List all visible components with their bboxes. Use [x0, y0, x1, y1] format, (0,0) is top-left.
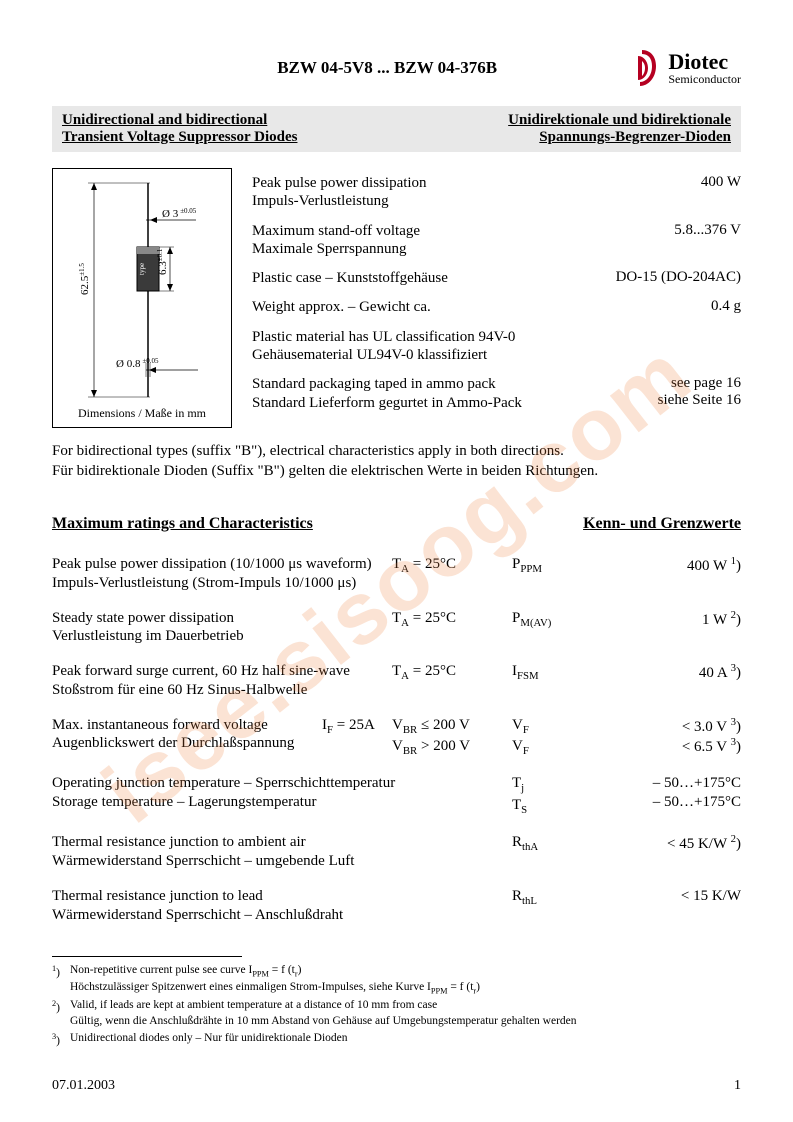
spec-row: Plastic material has UL classification 9…	[252, 328, 741, 365]
dimension-caption: Dimensions / Maße in mm	[78, 406, 206, 421]
rating-row-vf: Max. instantaneous forward voltageAugenb…	[52, 716, 741, 759]
spec-row: Standard packaging taped in ammo packSta…	[252, 375, 741, 412]
spec-row: Peak pulse power dissipationImpuls-Verlu…	[252, 174, 741, 211]
logo: Diotec Semiconductor	[632, 48, 741, 88]
rating-row-pav: Steady state power dissipationVerlustlei…	[52, 609, 741, 647]
footer-page: 1	[734, 1078, 741, 1094]
bidi-note: For bidirectional types (suffix "B"), el…	[52, 442, 741, 481]
subtitle-band: Unidirectional and bidirectional Transie…	[52, 106, 741, 152]
spec-list: Peak pulse power dissipationImpuls-Verlu…	[252, 168, 741, 428]
svg-text:Ø 0.8±0.05: Ø 0.8±0.05	[116, 357, 159, 370]
dimension-drawing: type 62.5±1.5 6.3±0.1 Ø 3±0.05 Ø 0.8	[52, 168, 232, 428]
logo-sub-text: Semiconductor	[668, 73, 741, 85]
footer-date: 07.01.2003	[52, 1078, 115, 1094]
header: BZW 04-5V8 ... BZW 04-376B Diotec Semico…	[52, 48, 741, 88]
rating-row-rthl: Thermal resistance junction to leadWärme…	[52, 887, 741, 925]
svg-text:Ø 3±0.05: Ø 3±0.05	[162, 207, 197, 220]
rating-row-rtha: Thermal resistance junction to ambient a…	[52, 833, 741, 871]
package-drawing-svg: type 62.5±1.5 6.3±0.1 Ø 3±0.05 Ø 0.8	[58, 175, 226, 405]
ratings-header: Maximum ratings and Characteristics Kenn…	[52, 515, 741, 533]
footnote-body: 1) Non-repetitive current pulse see curv…	[52, 963, 732, 1049]
ratings-table: Peak pulse power dissipation (10/1000 μs…	[52, 555, 741, 924]
footer: 07.01.2003 1	[52, 1078, 741, 1094]
logo-icon	[632, 48, 664, 88]
spec-row: Plastic case – Kunststoffgehäuse DO-15 (…	[252, 269, 741, 287]
svg-text:type: type	[138, 263, 146, 275]
spec-row: Weight approx. – Gewicht ca. 0.4 g	[252, 298, 741, 316]
specs-block: type 62.5±1.5 6.3±0.1 Ø 3±0.05 Ø 0.8	[52, 168, 741, 428]
svg-text:6.3±0.1: 6.3±0.1	[156, 248, 169, 275]
logo-main-text: Diotec	[668, 51, 741, 73]
spec-row: Maximum stand-off voltageMaximale Sperrs…	[252, 222, 741, 259]
subtitle-left: Unidirectional and bidirectional Transie…	[62, 112, 297, 146]
rating-row-temp: Operating junction temperature – Sperrsc…	[52, 774, 741, 817]
rating-row-ifsm: Peak forward surge current, 60 Hz half s…	[52, 662, 741, 700]
footnotes	[52, 956, 242, 963]
subtitle-right: Unidirektionale und bidirektionale Spann…	[508, 112, 731, 146]
rating-row-ppm: Peak pulse power dissipation (10/1000 μs…	[52, 555, 741, 593]
part-number-title: BZW 04-5V8 ... BZW 04-376B	[52, 58, 632, 78]
svg-text:62.5±1.5: 62.5±1.5	[78, 263, 91, 295]
